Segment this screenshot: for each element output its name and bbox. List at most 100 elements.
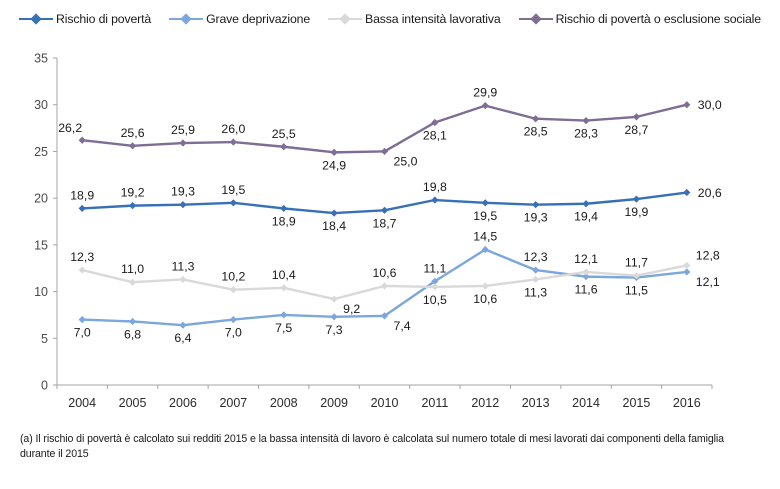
- chart-x-axis-labels: 2004 2005 2006 2007 2008 2009 2010 2011 2012 2013…: [68, 396, 700, 410]
- data-label-3-12: 30,0: [698, 98, 722, 112]
- series-marker-1-3: [229, 316, 237, 324]
- series-marker-0-10: [582, 200, 590, 208]
- x-tick-label: 2010: [371, 396, 399, 410]
- series-marker-2-1: [128, 278, 137, 286]
- data-label-2-2: 11,3: [171, 259, 194, 273]
- series-marker-3-3: [229, 138, 237, 146]
- data-label-3-8: 29,9: [473, 86, 497, 100]
- data-label-1-10: 11,6: [575, 283, 598, 297]
- data-label-2-7: 10,5: [423, 293, 447, 307]
- series-marker-2-10: [582, 268, 590, 276]
- legend-item-1[interactable]: Grave deprivazione: [169, 12, 310, 26]
- y-tick-label: 5: [41, 332, 48, 346]
- x-tick-label: 2005: [119, 396, 147, 410]
- series-marker-0-2: [179, 201, 187, 209]
- y-tick-label: 20: [34, 192, 48, 206]
- data-label-1-0: 7,0: [74, 326, 91, 340]
- data-label-0-10: 19,4: [574, 210, 598, 224]
- x-tick-label: 2012: [471, 396, 499, 410]
- x-tick-label: 2004: [68, 396, 96, 410]
- series-marker-0-8: [481, 199, 489, 207]
- legend-item-label: Rischio di povertà o esclusione sociale: [555, 12, 762, 26]
- data-label-2-4: 10,4: [272, 268, 296, 282]
- series-marker-2-2: [179, 275, 187, 284]
- legend-item-0[interactable]: Rischio di povertà: [19, 12, 151, 26]
- line-marker-icon: [169, 13, 204, 25]
- data-label-3-7: 28,1: [423, 128, 447, 142]
- data-label-1-3: 7,0: [225, 326, 242, 340]
- data-label-0-8: 19,5: [473, 209, 497, 223]
- x-tick-label: 2015: [623, 396, 651, 410]
- x-tick-label: 2007: [219, 396, 247, 410]
- data-label-2-9: 11,3: [524, 285, 547, 299]
- x-tick-label: 2008: [270, 396, 298, 410]
- series-marker-0-11: [632, 195, 641, 203]
- chart-footnote: (a) Il rischio di povertà è calcolato su…: [20, 433, 724, 460]
- data-label-2-1: 11,0: [121, 262, 144, 276]
- data-label-3-3: 26,0: [221, 122, 245, 136]
- chart-series: [78, 101, 691, 329]
- series-marker-3-4: [280, 143, 288, 151]
- data-label-3-1: 25,6: [121, 126, 145, 140]
- x-tick-label: 2013: [522, 396, 550, 410]
- series-marker-1-4: [280, 311, 288, 319]
- y-tick-label: 0: [41, 379, 48, 393]
- chart-plot-area: 0 5 10 15 20 25 30 35 18,9 19,2 19,3 19,5 18,9 18,4 1…: [0, 32, 780, 417]
- data-label-3-11: 28,7: [624, 123, 648, 137]
- y-tick-label: 30: [34, 98, 48, 112]
- data-label-1-2: 6,4: [174, 331, 191, 345]
- line-marker-icon: [19, 13, 54, 25]
- data-label-3-4: 25,5: [272, 127, 296, 141]
- series-marker-0-7: [431, 196, 439, 204]
- chart-legend: Rischio di povertà Grave deprivazione Bass…: [0, 8, 780, 30]
- series-marker-2-8: [481, 282, 489, 290]
- series-marker-3-9: [532, 115, 540, 123]
- series-marker-3-1: [128, 142, 137, 150]
- legend-item-label: Bassa intensità lavorativa: [365, 12, 501, 26]
- series-marker-1-12: [683, 268, 691, 276]
- series-marker-0-1: [128, 202, 137, 210]
- series-marker-0-9: [532, 201, 540, 209]
- data-label-0-9: 19,3: [524, 211, 548, 225]
- data-label-2-3: 10,2: [221, 270, 245, 284]
- legend-item-2[interactable]: Bassa intensità lavorativa: [328, 12, 501, 26]
- series-marker-0-5: [330, 209, 338, 217]
- series-marker-0-12: [683, 188, 691, 197]
- series-marker-1-2: [179, 321, 187, 329]
- series-marker-1-7: [431, 277, 439, 285]
- chart-axes: 0 5 10 15 20 25 30 35: [34, 52, 713, 393]
- series-marker-2-12: [683, 261, 691, 270]
- legend-item-3[interactable]: Rischio di povertà o esclusione sociale: [518, 12, 762, 26]
- series-marker-3-0: [78, 136, 86, 144]
- x-tick-label: 2006: [169, 396, 197, 410]
- x-tick-label: 2011: [421, 396, 448, 410]
- y-tick-label: 35: [34, 52, 48, 66]
- series-marker-1-10: [582, 273, 590, 281]
- series-marker-3-12: [683, 101, 691, 109]
- series-marker-3-5: [330, 148, 338, 156]
- data-label-0-2: 19,3: [171, 185, 195, 199]
- series-marker-1-9: [532, 266, 540, 274]
- line-marker-icon: [518, 13, 553, 25]
- series-marker-2-7: [431, 283, 439, 291]
- data-label-1-11: 11,5: [625, 284, 648, 298]
- x-tick-label: 2009: [320, 396, 348, 410]
- series-marker-1-5: [330, 313, 338, 321]
- series-marker-1-0: [78, 316, 86, 324]
- y-tick-label: 25: [34, 145, 48, 159]
- data-label-0-12: 20,6: [698, 186, 722, 200]
- data-label-1-6: 7,4: [394, 319, 411, 333]
- data-label-1-1: 6,8: [124, 327, 141, 341]
- x-tick-label: 2016: [673, 396, 701, 410]
- series-marker-1-8: [481, 245, 489, 254]
- series-marker-2-4: [280, 284, 288, 292]
- data-label-0-5: 18,4: [322, 219, 346, 233]
- data-label-2-0: 12,3: [70, 250, 94, 264]
- chart-data-labels: 18,9 19,2 19,3 19,5 18,9 18,4 18,7 19,8 19,5 19,3…: [58, 86, 722, 346]
- data-label-0-3: 19,5: [221, 183, 245, 197]
- series-marker-3-7: [431, 118, 439, 127]
- data-label-0-0: 18,9: [70, 188, 94, 202]
- data-label-1-9: 12,3: [524, 250, 548, 264]
- data-label-2-5: 9,2: [343, 302, 360, 316]
